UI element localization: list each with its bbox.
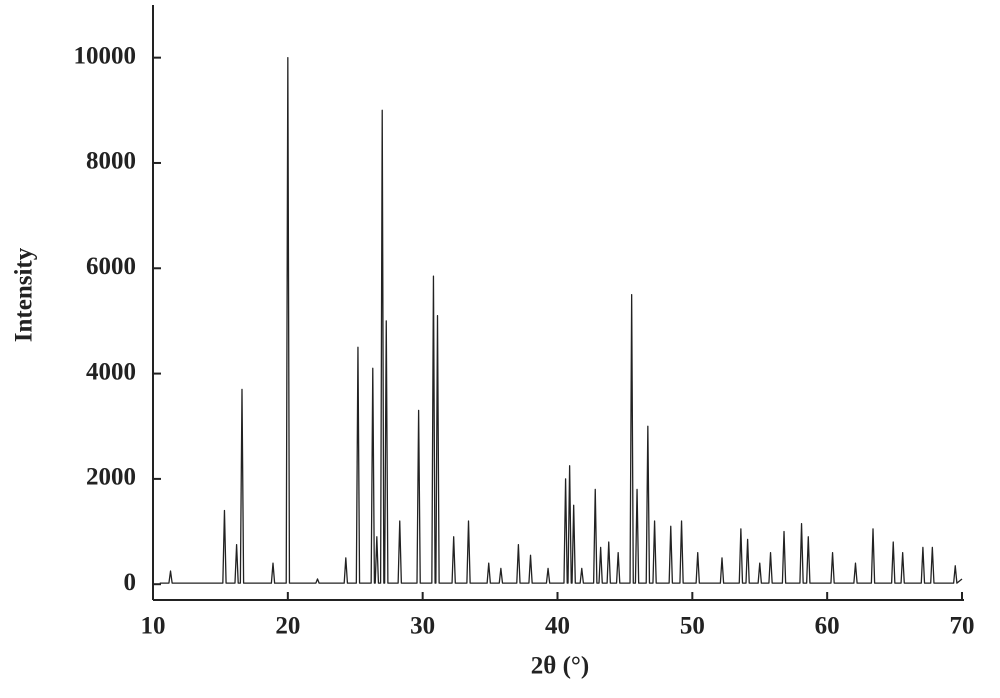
- x-tick-label: 50: [680, 613, 705, 640]
- x-tick-label: 30: [410, 613, 435, 640]
- y-tick-label: 4000: [86, 358, 136, 385]
- x-tick-label: 20: [275, 613, 300, 640]
- y-tick-label: 8000: [86, 148, 136, 175]
- x-tick-label: 70: [950, 613, 975, 640]
- y-tick-label: 0: [124, 569, 137, 596]
- x-axis-label: 2θ (°): [531, 653, 589, 680]
- y-tick-label: 10000: [74, 42, 137, 69]
- y-tick-label: 2000: [86, 464, 136, 491]
- x-tick-label: 40: [545, 613, 570, 640]
- x-tick-label: 10: [141, 613, 166, 640]
- xrd-line: [159, 57, 963, 584]
- y-axis-label: Intensity: [11, 247, 38, 342]
- y-tick-label: 6000: [86, 253, 136, 280]
- x-tick-label: 60: [815, 613, 840, 640]
